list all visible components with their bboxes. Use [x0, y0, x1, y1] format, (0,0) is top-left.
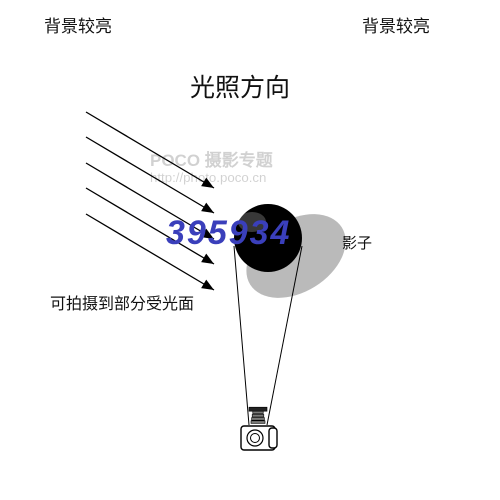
poco-watermark: POCO 摄影专题 http://photo.poco.cn	[150, 152, 273, 185]
light-arrows	[86, 112, 214, 290]
label-shadow: 影子	[342, 232, 372, 253]
label-bg-bright-left: 背景较亮	[44, 12, 112, 37]
label-bg-bright-right: 背景较亮	[362, 12, 430, 37]
camera-icon	[241, 407, 277, 450]
watermark-url: http://photo.poco.cn	[150, 171, 273, 186]
label-caption: 可拍摄到部分受光面	[50, 290, 194, 314]
label-light-direction: 光照方向	[190, 68, 290, 104]
overlay-number: 395934	[166, 214, 291, 253]
watermark-brand: POCO 摄影专题	[150, 152, 273, 171]
